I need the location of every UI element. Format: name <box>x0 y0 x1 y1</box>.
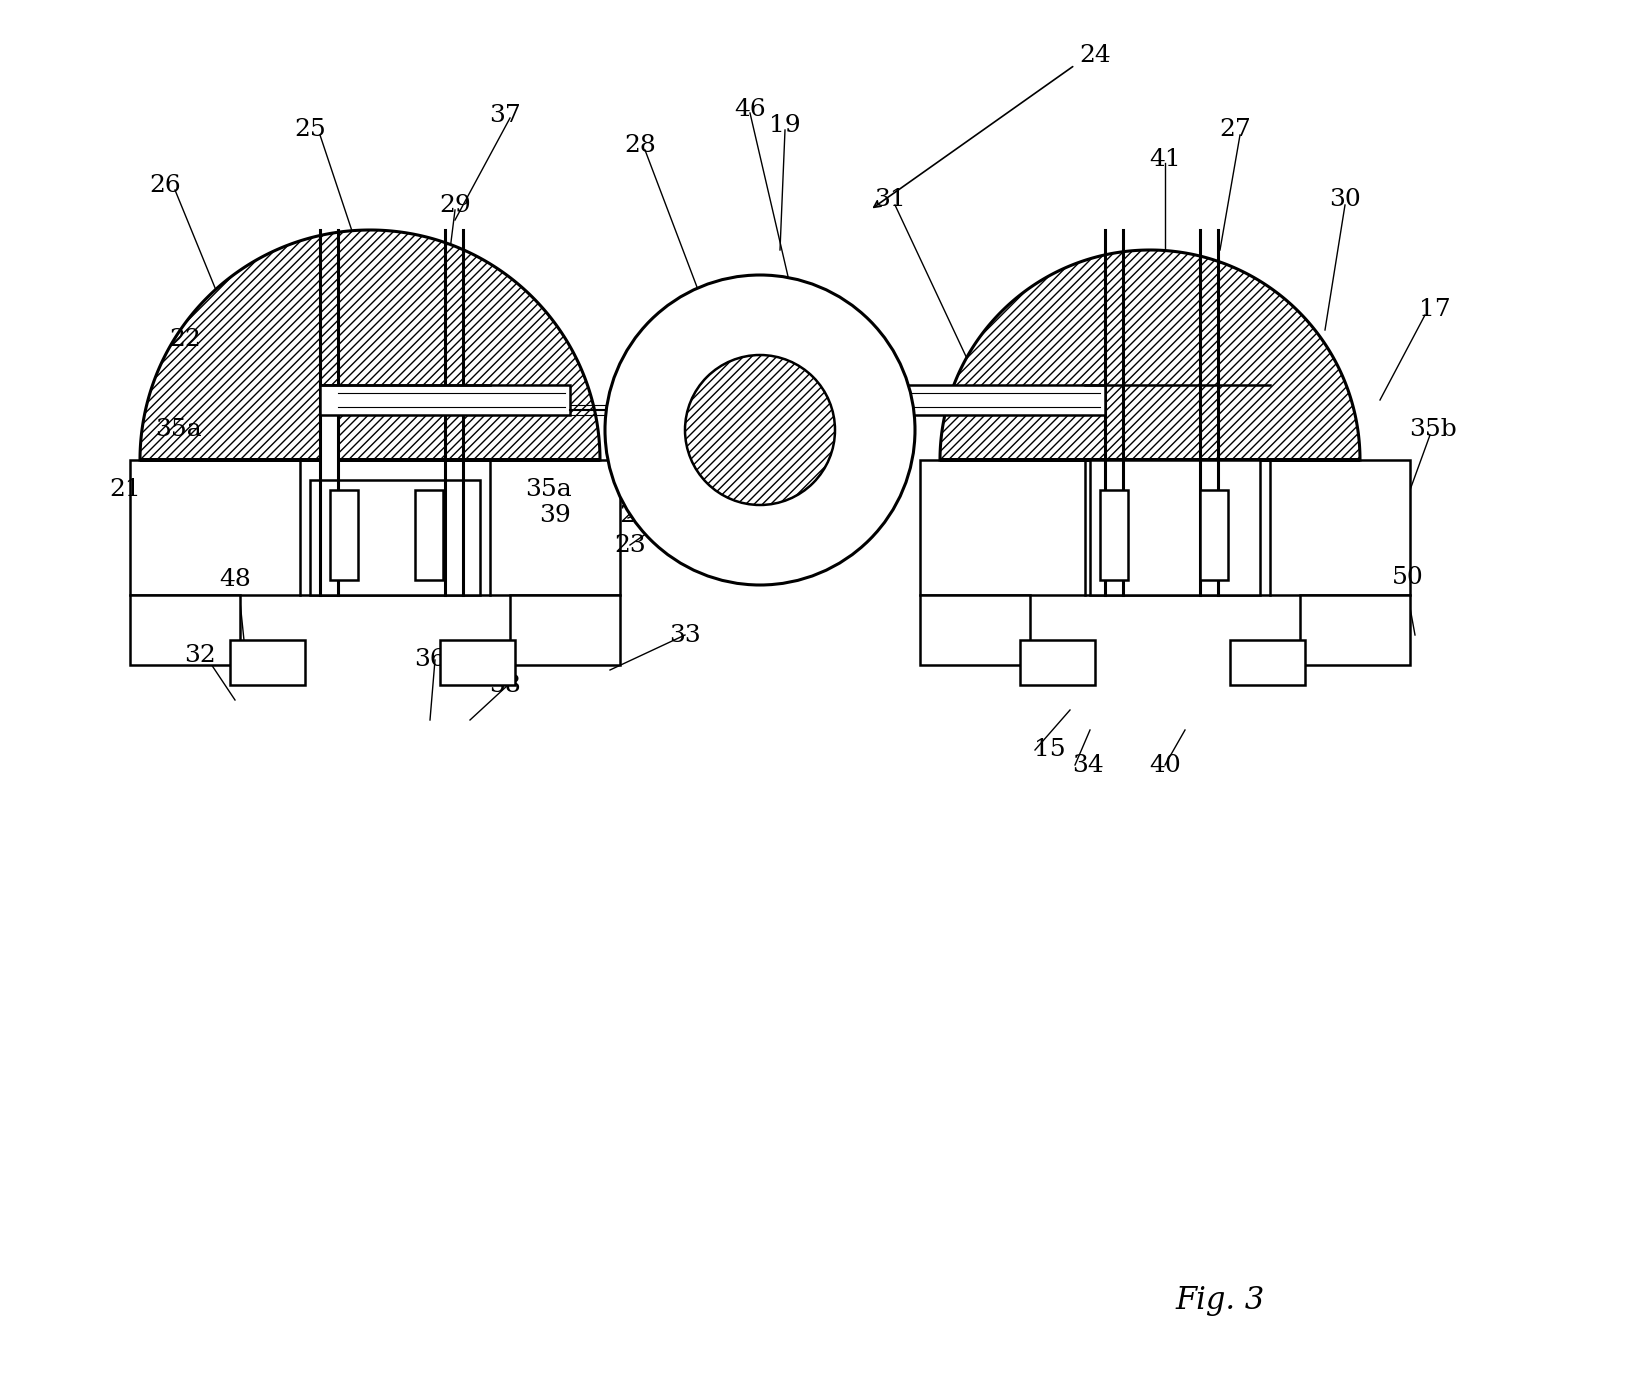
Bar <box>1230 640 1305 685</box>
Text: 32: 32 <box>185 643 216 667</box>
Bar <box>311 480 481 596</box>
Text: 28: 28 <box>625 134 656 156</box>
Bar <box>510 596 620 665</box>
Text: 35a: 35a <box>155 418 201 441</box>
Text: 21: 21 <box>110 478 141 501</box>
Polygon shape <box>141 230 600 460</box>
Text: 17: 17 <box>1419 299 1450 321</box>
Circle shape <box>685 354 835 505</box>
Text: 27: 27 <box>1220 119 1251 141</box>
Text: 50: 50 <box>1391 566 1424 590</box>
Text: 41: 41 <box>1149 148 1180 172</box>
Bar <box>870 385 1105 414</box>
Text: 25: 25 <box>294 119 325 141</box>
Bar <box>131 460 620 596</box>
Text: 48: 48 <box>219 569 250 591</box>
Text: 24: 24 <box>1079 43 1110 67</box>
Text: 26: 26 <box>149 173 181 197</box>
Text: 34: 34 <box>1073 753 1104 777</box>
Text: 22: 22 <box>168 328 201 352</box>
Bar <box>1091 460 1261 596</box>
Text: 15: 15 <box>1035 738 1066 762</box>
Bar <box>1200 490 1228 580</box>
Text: 33: 33 <box>669 624 701 646</box>
Text: 30: 30 <box>1329 188 1360 212</box>
Text: 29: 29 <box>440 194 471 216</box>
Text: 40: 40 <box>1149 753 1180 777</box>
Bar <box>440 640 515 685</box>
Bar <box>231 640 306 685</box>
Text: 35a: 35a <box>525 478 571 501</box>
Bar <box>1020 640 1095 685</box>
Bar <box>415 490 443 580</box>
Bar <box>921 460 1409 596</box>
Text: 19: 19 <box>768 113 801 137</box>
Bar <box>320 385 338 596</box>
Bar <box>131 596 240 665</box>
Text: Fig. 3: Fig. 3 <box>1176 1285 1264 1315</box>
Bar <box>1300 596 1409 665</box>
Bar <box>921 596 1030 665</box>
Text: 38: 38 <box>489 674 522 696</box>
Circle shape <box>605 275 916 585</box>
Text: 28: 28 <box>620 504 651 526</box>
Text: 36: 36 <box>414 649 446 671</box>
Text: 23: 23 <box>615 533 646 557</box>
Text: 39: 39 <box>540 504 571 526</box>
Text: 35b: 35b <box>677 529 724 551</box>
Text: 35b: 35b <box>1409 418 1457 441</box>
Text: 46: 46 <box>734 99 765 121</box>
Text: 37: 37 <box>489 103 522 127</box>
Text: 31: 31 <box>875 188 906 212</box>
Bar <box>1100 490 1128 580</box>
Bar <box>330 490 358 580</box>
Bar <box>320 385 571 414</box>
Polygon shape <box>940 250 1360 460</box>
